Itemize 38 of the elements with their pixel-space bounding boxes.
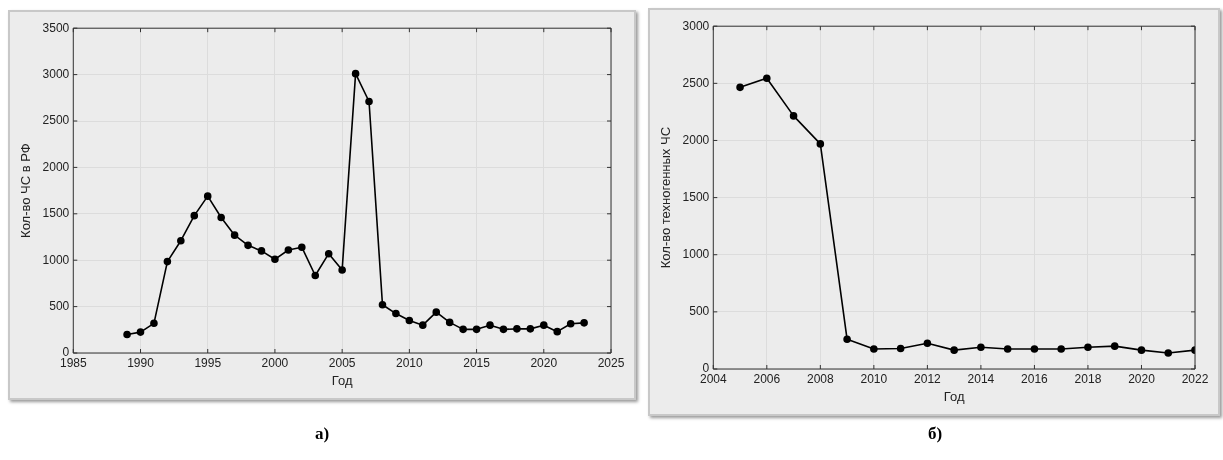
y-tick-label: 2500 [42,113,70,128]
x-tick-label: 2015 [463,355,491,370]
x-tick-label: 2005 [328,355,356,370]
x-tick-label: 2008 [806,371,835,386]
x-tick-label: 2020 [530,355,558,370]
x-tick-label: 2012 [914,371,942,386]
x-tick-label: 1985 [59,355,87,370]
y-axis-title: Кол-во техногенных ЧС [658,126,674,269]
x-tick-label: 2018 [1074,371,1102,386]
x-tick-label: 1990 [127,355,155,370]
y-tick-label: 3000 [682,18,710,33]
y-tick-label: 1500 [42,206,70,221]
x-tick-label: 2006 [753,371,781,386]
y-tick-label: 1000 [42,252,70,267]
y-tick-label: 1500 [682,189,710,204]
x-tick-label: 2004 [699,371,727,386]
y-tick-label: 2000 [682,132,710,147]
x-axis-title: Год [331,372,353,388]
y-tick-label: 2000 [42,159,70,174]
x-axis-title: Год [943,388,965,404]
x-tick-label: 2016 [1021,371,1049,386]
x-tick-label: 2020 [1128,371,1156,386]
y-tick-label: 500 [49,298,70,313]
text: б) [926,424,944,444]
y-tick-label: 1000 [682,247,710,262]
y-tick-label: 500 [689,304,710,319]
x-tick-label: 2025 [597,355,625,370]
y-tick-label: 3000 [42,66,70,81]
x-tick-label: 1995 [194,355,222,370]
y-tick-label: 3500 [42,20,70,35]
y-tick-label: 2500 [682,75,710,90]
y-axis-title: Кол-во ЧС в РФ [18,143,34,238]
text: а) [313,424,331,444]
x-tick-label: 2022 [1181,371,1209,386]
x-tick-label: 2000 [261,355,289,370]
x-tick-label: 2010 [396,355,424,370]
x-tick-label: 2014 [967,371,995,386]
x-tick-label: 2010 [860,371,888,386]
